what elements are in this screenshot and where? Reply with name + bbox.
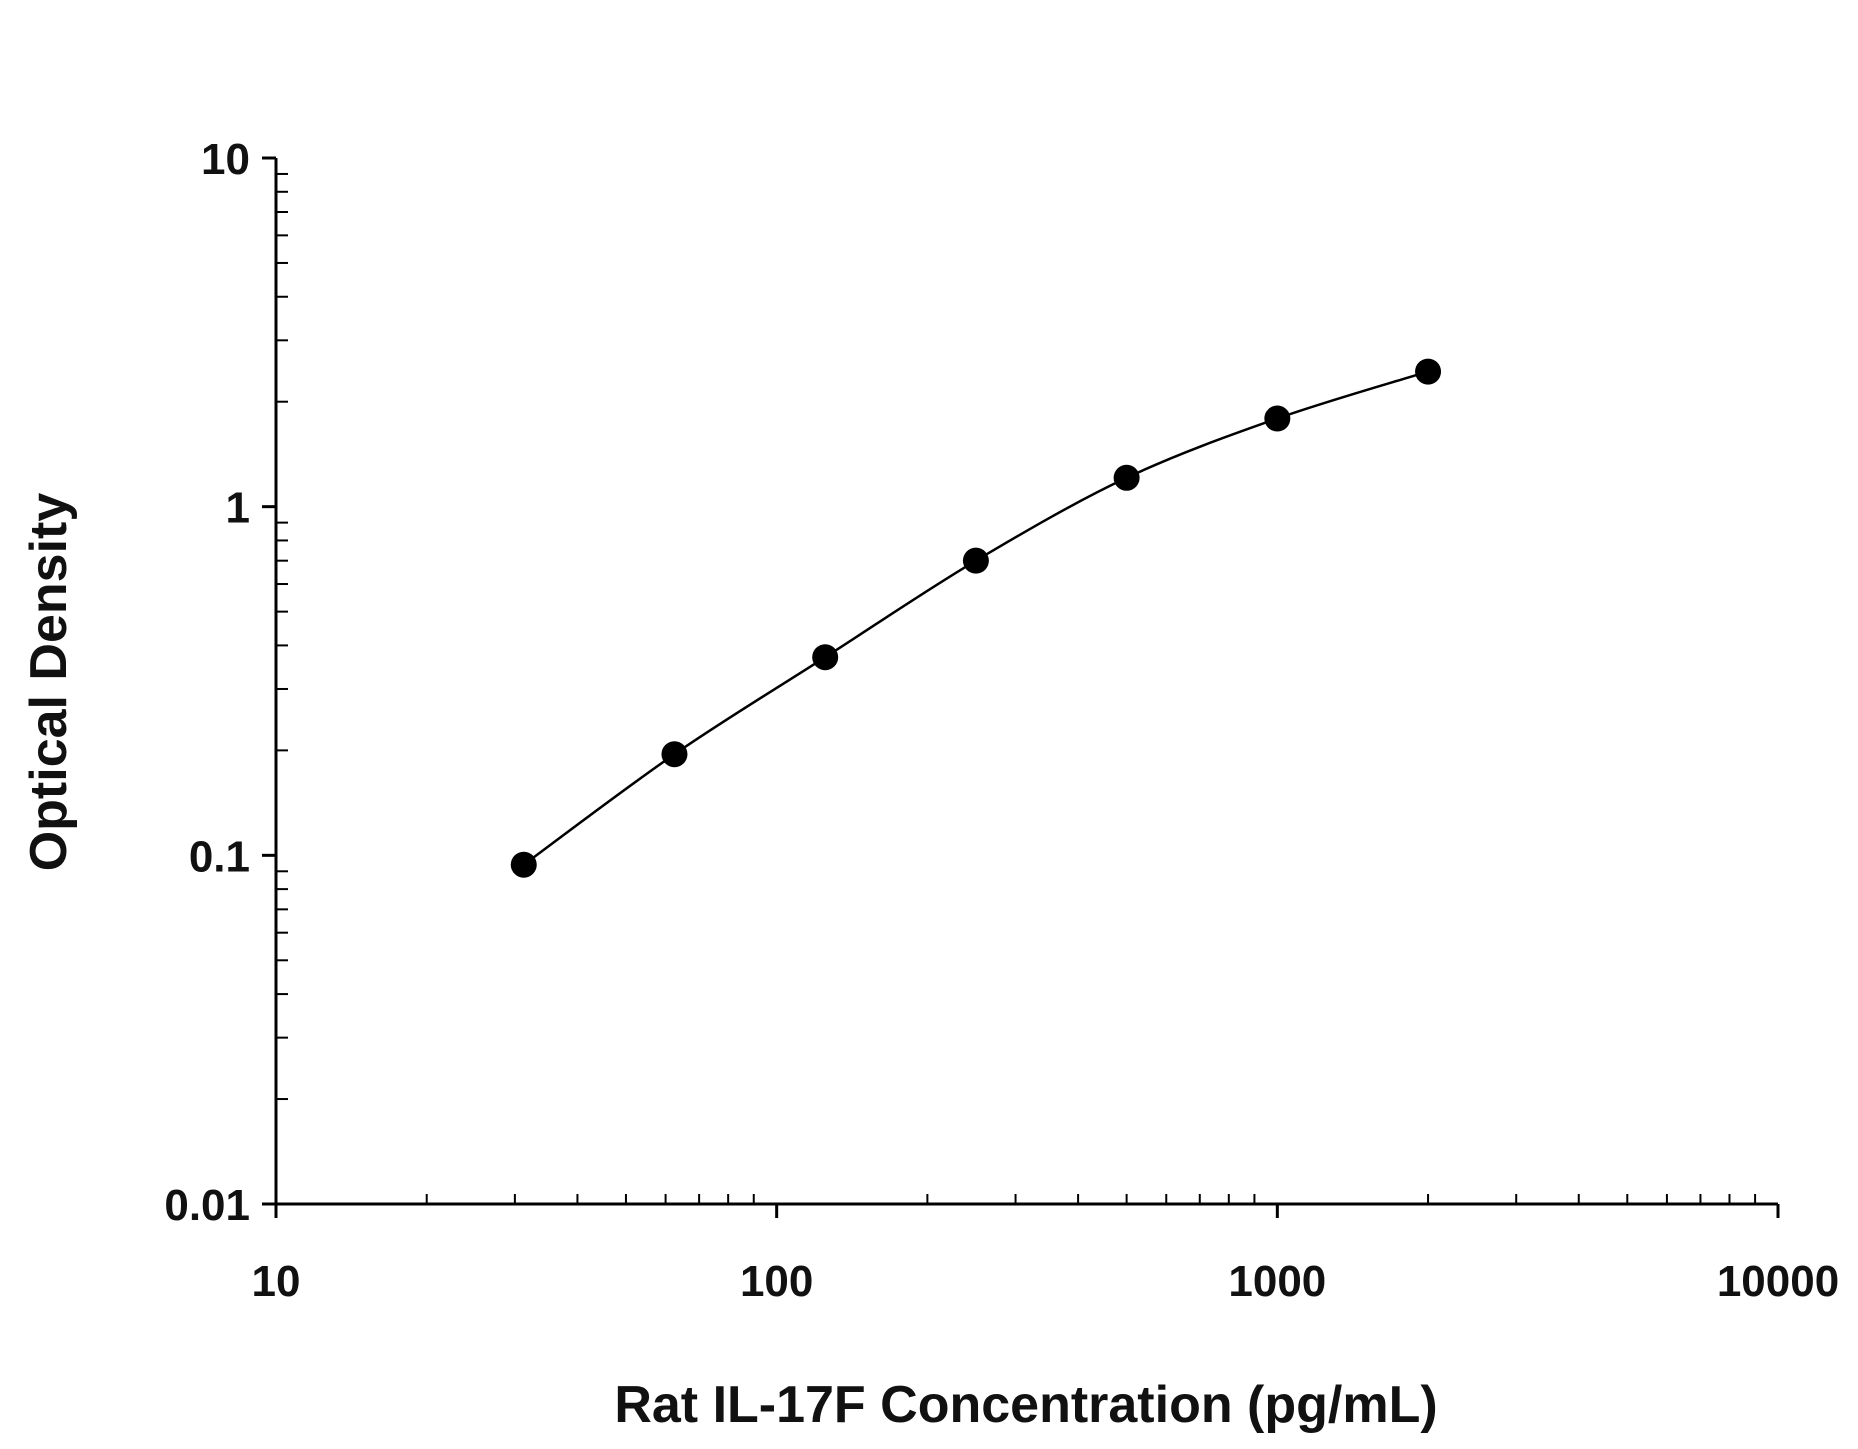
y-tick-label: 10 <box>201 135 250 184</box>
axes <box>274 158 1778 1206</box>
fit-curve-line <box>523 370 1429 866</box>
y-tick-labels: 0.01 0.1 1 10 <box>164 135 250 1230</box>
data-point <box>962 547 989 574</box>
data-point <box>510 851 537 878</box>
data-point <box>661 741 688 768</box>
x-tick-labels: 10 100 1000 10000 <box>252 1257 1840 1306</box>
data-point <box>1415 358 1442 385</box>
major-ticks <box>262 156 1780 1218</box>
y-tick-label: 1 <box>226 484 250 533</box>
x-tick-label: 10000 <box>1717 1257 1839 1306</box>
y-tick-label: 0.01 <box>164 1181 250 1230</box>
minor-ticks <box>276 172 1757 1204</box>
data-point <box>1113 464 1140 491</box>
y-tick-label: 0.1 <box>189 832 250 881</box>
data-point <box>812 644 839 671</box>
data-point <box>1264 405 1291 432</box>
fit-curve-group <box>523 370 1429 866</box>
x-tick-label: 1000 <box>1228 1257 1326 1306</box>
y-axis-title: Optical Density <box>20 493 78 872</box>
x-axis-title: Rat IL-17F Concentration (pg/mL) <box>614 1376 1437 1434</box>
x-tick-label: 100 <box>740 1257 813 1306</box>
x-tick-label: 10 <box>252 1257 301 1306</box>
data-points <box>510 358 1442 878</box>
